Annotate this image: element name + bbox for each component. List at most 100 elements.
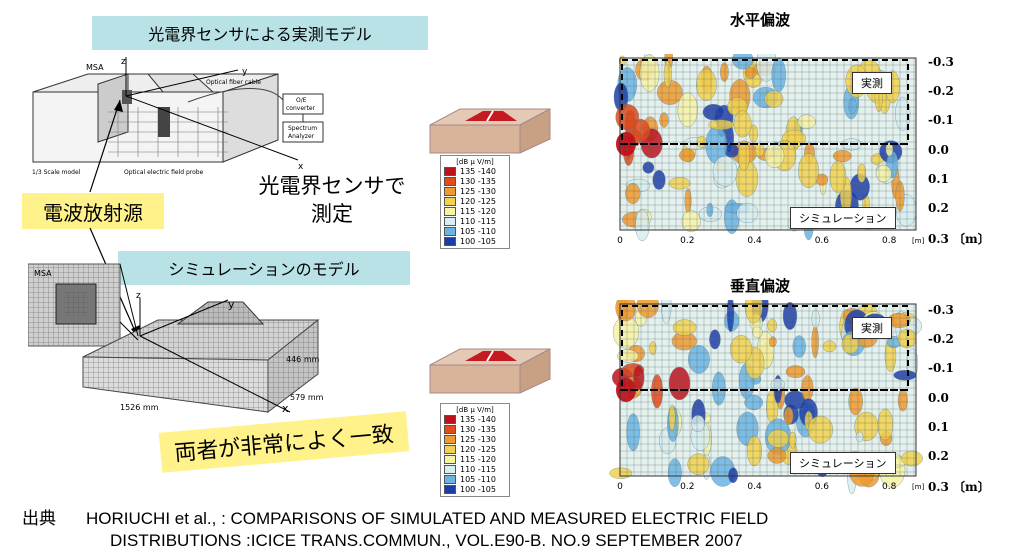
svg-text:z: z — [136, 291, 141, 301]
field-contour — [651, 374, 663, 409]
field-contour — [797, 114, 816, 129]
field-contour — [706, 202, 714, 217]
svg-text:converter: converter — [286, 105, 316, 112]
field-contour — [848, 97, 857, 115]
y-tick-label: -0.3 — [928, 55, 954, 69]
horizontal-heatmap: 0 0.2 0.4 0.6 0.8 [m] — [606, 44, 928, 258]
legend-label: 120 -125 — [460, 444, 496, 454]
field-contour — [897, 389, 908, 412]
svg-text:1/3 Scale model: 1/3 Scale model — [32, 169, 81, 176]
legend-label: 110 -115 — [460, 216, 496, 226]
field-contour — [726, 294, 735, 333]
legend-label: 135 -140 — [460, 166, 496, 176]
y-tick-label: 0.1 — [928, 171, 949, 186]
legend-item: 100 -105 — [444, 484, 506, 494]
y-tick-label: 0.0 — [928, 390, 949, 405]
field-contour — [877, 408, 894, 441]
field-contour — [684, 188, 692, 214]
svg-text:x: x — [298, 162, 304, 172]
svg-text:y: y — [228, 298, 235, 311]
field-contour — [748, 124, 758, 143]
field-contour — [767, 318, 777, 333]
field-contour — [901, 450, 923, 467]
field-contour — [708, 119, 734, 130]
legend-swatch — [444, 206, 456, 216]
legend-swatch — [444, 484, 456, 494]
legend-label: 125 -130 — [460, 186, 496, 196]
source-line-1: HORIUCHI et al., : COMPARISONS OF SIMULA… — [86, 509, 769, 528]
field-contour — [807, 415, 834, 444]
legend-item: 135 -140 — [444, 414, 506, 424]
agreement-label: 両者が非常によく一致 — [158, 411, 410, 473]
field-contour — [711, 371, 726, 406]
field-contour — [709, 329, 721, 350]
x-unit-label: [m] — [912, 483, 925, 491]
svg-text:Spectrum: Spectrum — [288, 125, 317, 132]
legend-item: 125 -130 — [444, 186, 506, 196]
y-tick-label: 0.2 — [928, 200, 949, 215]
field-contour — [857, 163, 867, 183]
legend-swatch — [444, 444, 456, 454]
field-contour — [822, 340, 837, 353]
y-tick-label: -0.3 — [928, 303, 954, 317]
legend-item: 120 -125 — [444, 196, 506, 206]
legend-label: 135 -140 — [460, 414, 496, 424]
source-line-2: DISTRIBUTIONS :ICICE TRANS.COMMUN., VOL.… — [110, 531, 743, 550]
legend-item: 135 -140 — [444, 166, 506, 176]
y-axis-bottom: -0.3 -0.2 -0.1 0.0 0.1 0.2 0.3 〔m〕 — [928, 303, 1018, 494]
svg-text:z: z — [121, 57, 126, 67]
field-contour — [659, 112, 669, 128]
field-contour — [729, 335, 753, 364]
field-contour — [751, 326, 763, 338]
field-contour — [754, 143, 765, 158]
y-tick-label: -0.2 — [928, 84, 954, 99]
field-contour — [737, 140, 751, 171]
legend-swatch — [444, 454, 456, 464]
field-contour — [687, 345, 710, 374]
field-contour — [767, 429, 790, 448]
svg-text:Analyzer: Analyzer — [288, 133, 315, 140]
y-tick-label: 0.1 — [928, 419, 949, 434]
radio-source-label: 電波放射源 — [22, 193, 164, 229]
svg-text:MSA: MSA — [34, 269, 52, 278]
legend-swatch — [444, 236, 456, 246]
field-contour — [893, 370, 917, 381]
x-unit-label: [m] — [912, 237, 925, 245]
legend-item: 130 -135 — [444, 424, 506, 434]
model-3d-view-top — [429, 108, 551, 154]
field-contour — [736, 202, 759, 224]
svg-text:579 mm: 579 mm — [290, 393, 324, 402]
horizontal-polarization-title: 水平偏波 — [729, 11, 790, 29]
legend-swatch — [444, 186, 456, 196]
field-contour — [635, 209, 650, 242]
legend-label: 100 -105 — [460, 484, 496, 494]
svg-text:Optical electric field probe: Optical electric field probe — [124, 169, 204, 176]
legend-swatch — [444, 414, 456, 424]
field-contour — [642, 161, 655, 174]
x-tick-label: 0.8 — [882, 236, 897, 246]
field-contour — [848, 387, 863, 416]
field-contour — [733, 110, 752, 138]
x-tick-label: 0.2 — [680, 236, 694, 246]
field-contour — [626, 413, 640, 452]
x-tick-label: 0 — [617, 236, 623, 246]
legend-top: [dB μ V/m] 135 -140 130 -135 125 -130 120 -… — [440, 155, 510, 249]
field-contour — [792, 335, 806, 358]
field-contour — [782, 302, 798, 330]
field-contour — [875, 164, 892, 183]
legend-item: 105 -110 — [444, 474, 506, 484]
legend-label: 130 -135 — [460, 176, 496, 186]
simulation-model-diagram: MSA z y x 446 mm 579 mm 1526 mm — [28, 263, 324, 415]
legend-swatch — [444, 424, 456, 434]
legend-label: 100 -105 — [460, 236, 496, 246]
field-contour — [788, 431, 797, 449]
y-tick-label: -0.1 — [928, 361, 954, 376]
x-tick-label: 0.6 — [815, 482, 830, 492]
field-contour — [681, 210, 701, 232]
y-tick-label: -0.2 — [928, 332, 954, 347]
source-label: 出典 — [22, 509, 56, 528]
legend-label: 105 -110 — [460, 226, 496, 236]
x-tick-label: 0.6 — [815, 236, 830, 246]
field-contour — [677, 92, 698, 128]
legend-label: 120 -125 — [460, 196, 496, 206]
